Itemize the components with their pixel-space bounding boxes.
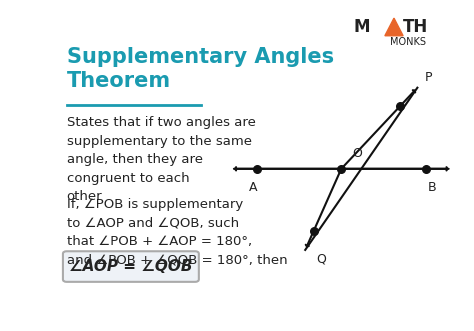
Text: TH: TH [403,18,428,36]
Polygon shape [385,18,403,36]
Point [396,104,403,109]
Point [337,166,345,171]
Text: Q: Q [316,252,326,265]
Text: A: A [249,181,258,194]
Text: O: O [352,147,362,161]
Point [422,166,430,171]
Point [253,166,260,171]
Text: M: M [353,18,370,36]
Text: ∠AOP = ∠QOB: ∠AOP = ∠QOB [69,259,192,274]
FancyBboxPatch shape [63,251,199,282]
Text: States that if two angles are
supplementary to the same
angle, then they are
con: States that if two angles are supplement… [66,116,255,203]
Point [310,229,317,234]
Text: P: P [425,71,433,84]
Text: Supplementary Angles
Theorem: Supplementary Angles Theorem [66,47,334,91]
Text: If, ∠POB is supplementary
to ∠AOP and ∠QOB, such
that ∠POB + ∠AOP = 180°,
and ∠P: If, ∠POB is supplementary to ∠AOP and ∠Q… [66,198,287,266]
Text: MONKS: MONKS [390,37,426,47]
Text: B: B [428,181,437,194]
